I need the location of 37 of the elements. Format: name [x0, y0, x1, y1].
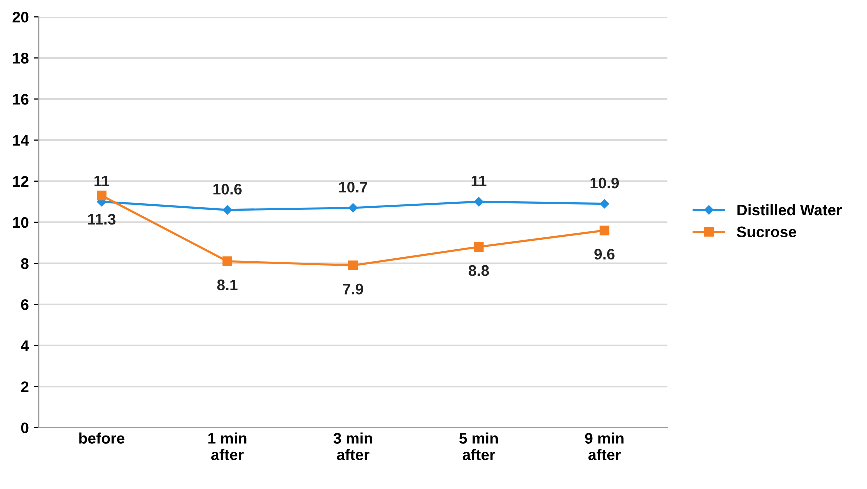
point [474, 197, 484, 207]
point [474, 242, 484, 252]
y-tick-label: 6 [21, 300, 29, 310]
y-tick-label: 16 [13, 94, 29, 105]
point [222, 256, 232, 266]
data-label: 10.9 [590, 178, 620, 189]
y-tick-label: 10 [13, 217, 29, 228]
legend-label: Distilled Water [738, 204, 842, 216]
data-label: 7.9 [343, 284, 364, 295]
point [97, 190, 107, 201]
legend-label: Sucrose [737, 226, 796, 238]
data-label: 10.7 [339, 182, 368, 193]
y-tick-label: 12 [13, 176, 29, 187]
point [600, 199, 610, 209]
point [222, 206, 232, 215]
x-tick-label: 1 min after [208, 432, 247, 460]
x-tick-label: 3 min after [334, 432, 372, 460]
data-label: 10.6 [214, 184, 242, 195]
y-tick-label: 8 [21, 258, 29, 270]
data-label: 11.3 [88, 214, 116, 225]
y-tick-label: 18 [13, 53, 29, 64]
point [348, 203, 358, 213]
y-tick-label: 20 [12, 12, 29, 23]
x-tick-label: 9 min after [585, 432, 624, 460]
y-tick-label: 4 [21, 340, 30, 352]
y-tick-label: 14 [13, 135, 30, 146]
data-label: 11 [94, 176, 110, 186]
point [348, 260, 358, 270]
data-label: 11 [472, 176, 487, 186]
point [600, 226, 610, 236]
data-label: 8.1 [217, 280, 238, 291]
x-tick-label: 5 min after [460, 432, 498, 460]
x-tick-label: before [80, 432, 125, 444]
y-tick-label: 0 [21, 422, 29, 434]
data-label: 8.8 [468, 265, 490, 276]
data-label: 9.6 [594, 248, 615, 260]
y-tick-label: 2 [21, 382, 29, 392]
